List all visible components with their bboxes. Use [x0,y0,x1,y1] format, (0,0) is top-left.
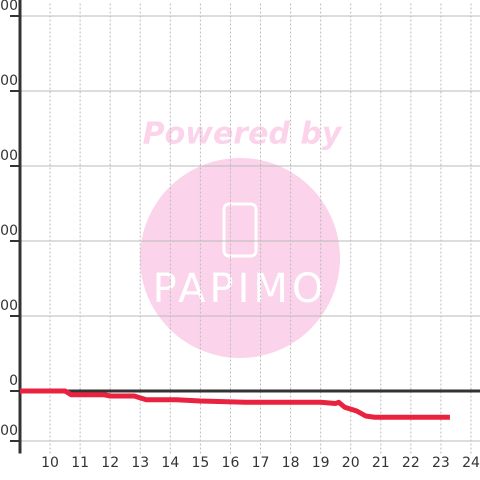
watermark-line2: PAPIMO [153,266,328,312]
y-tick-label: 0 [9,373,18,389]
x-tick-label: 24 [462,455,480,471]
y-tick-label: 30,000 [0,298,18,314]
x-tick-label: 14 [161,455,179,471]
watermark-icon [222,202,258,258]
x-tick-label: 10 [41,455,59,471]
y-tick-label: -20,000 [0,423,18,439]
y-tick-label: 90,000 [0,148,18,164]
data-line [20,388,450,420]
x-tick-label: 19 [312,455,330,471]
watermark: Powered by PAPIMO [140,117,343,358]
x-tick-label: 20 [342,455,360,471]
x-tick-label: 16 [222,455,240,471]
x-tick-label: 13 [131,455,149,471]
x-tick-label: 17 [252,455,270,471]
y-tick-label: 60,000 [0,223,18,239]
y-tick-label: 150,000 [0,0,18,14]
x-tick-label: 21 [372,455,390,471]
x-tick-label: 23 [432,455,450,471]
x-tick-label: 22 [402,455,420,471]
watermark-circle [140,158,340,358]
x-tick-label: 12 [101,455,119,471]
x-tick-label: 18 [282,455,300,471]
watermark-line1: Powered by [143,117,343,152]
x-tick-label: 11 [71,455,89,471]
y-tick-label: 120,000 [0,73,18,89]
x-tick-label: 15 [191,455,209,471]
